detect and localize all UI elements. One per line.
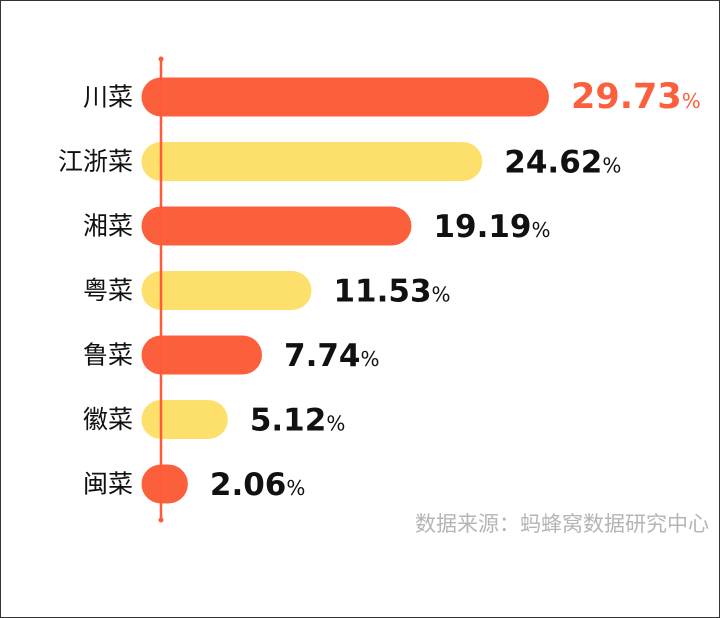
bar-2 xyxy=(141,206,412,246)
value-label-6: 2.06% xyxy=(210,467,306,503)
value-number-4: 7.74 xyxy=(284,338,361,374)
category-label-6: 闽菜 xyxy=(83,470,133,499)
value-number-0: 29.73 xyxy=(571,77,682,117)
value-label-2: 19.19% xyxy=(433,209,550,245)
value-percent-3: % xyxy=(432,283,451,307)
value-number-6: 2.06 xyxy=(210,467,287,503)
labels-group: 川菜 29.73% 江浙菜 24.62% 湘菜 19.19% 粤菜 11.53% 鲁菜 7.74%… xyxy=(58,77,701,503)
value-percent-4: % xyxy=(361,347,380,371)
value-number-5: 5.12 xyxy=(250,403,327,439)
category-label-1: 江浙菜 xyxy=(58,147,133,176)
value-label-0: 29.73% xyxy=(571,77,701,117)
bars-group xyxy=(141,77,549,504)
axis-top-dot xyxy=(158,56,164,62)
bar-1 xyxy=(141,142,483,181)
value-number-1: 24.62 xyxy=(504,145,602,181)
value-percent-6: % xyxy=(286,476,305,500)
value-percent-2: % xyxy=(532,218,551,242)
axis-bottom-dot xyxy=(158,517,164,523)
category-label-5: 徽菜 xyxy=(83,405,133,434)
value-label-3: 11.53% xyxy=(333,274,450,310)
value-number-3: 11.53 xyxy=(333,274,431,310)
category-label-0: 川菜 xyxy=(83,83,133,112)
category-label-3: 粤菜 xyxy=(83,276,133,305)
value-percent-1: % xyxy=(602,154,621,178)
value-label-5: 5.12% xyxy=(250,403,346,439)
bar-6 xyxy=(141,464,188,504)
value-label-4: 7.74% xyxy=(284,338,380,374)
category-label-2: 湘菜 xyxy=(83,212,133,241)
bar-5 xyxy=(141,400,228,439)
value-percent-5: % xyxy=(326,412,345,436)
bar-0 xyxy=(141,77,549,117)
bar-3 xyxy=(141,271,312,310)
value-label-1: 24.62% xyxy=(504,145,621,181)
bar-4 xyxy=(141,335,263,375)
value-percent-0: % xyxy=(682,89,701,113)
source-note: 数据来源：蚂蜂窝数据研究中心 xyxy=(415,512,709,536)
value-number-2: 19.19 xyxy=(433,209,531,245)
category-label-4: 鲁菜 xyxy=(83,341,133,370)
